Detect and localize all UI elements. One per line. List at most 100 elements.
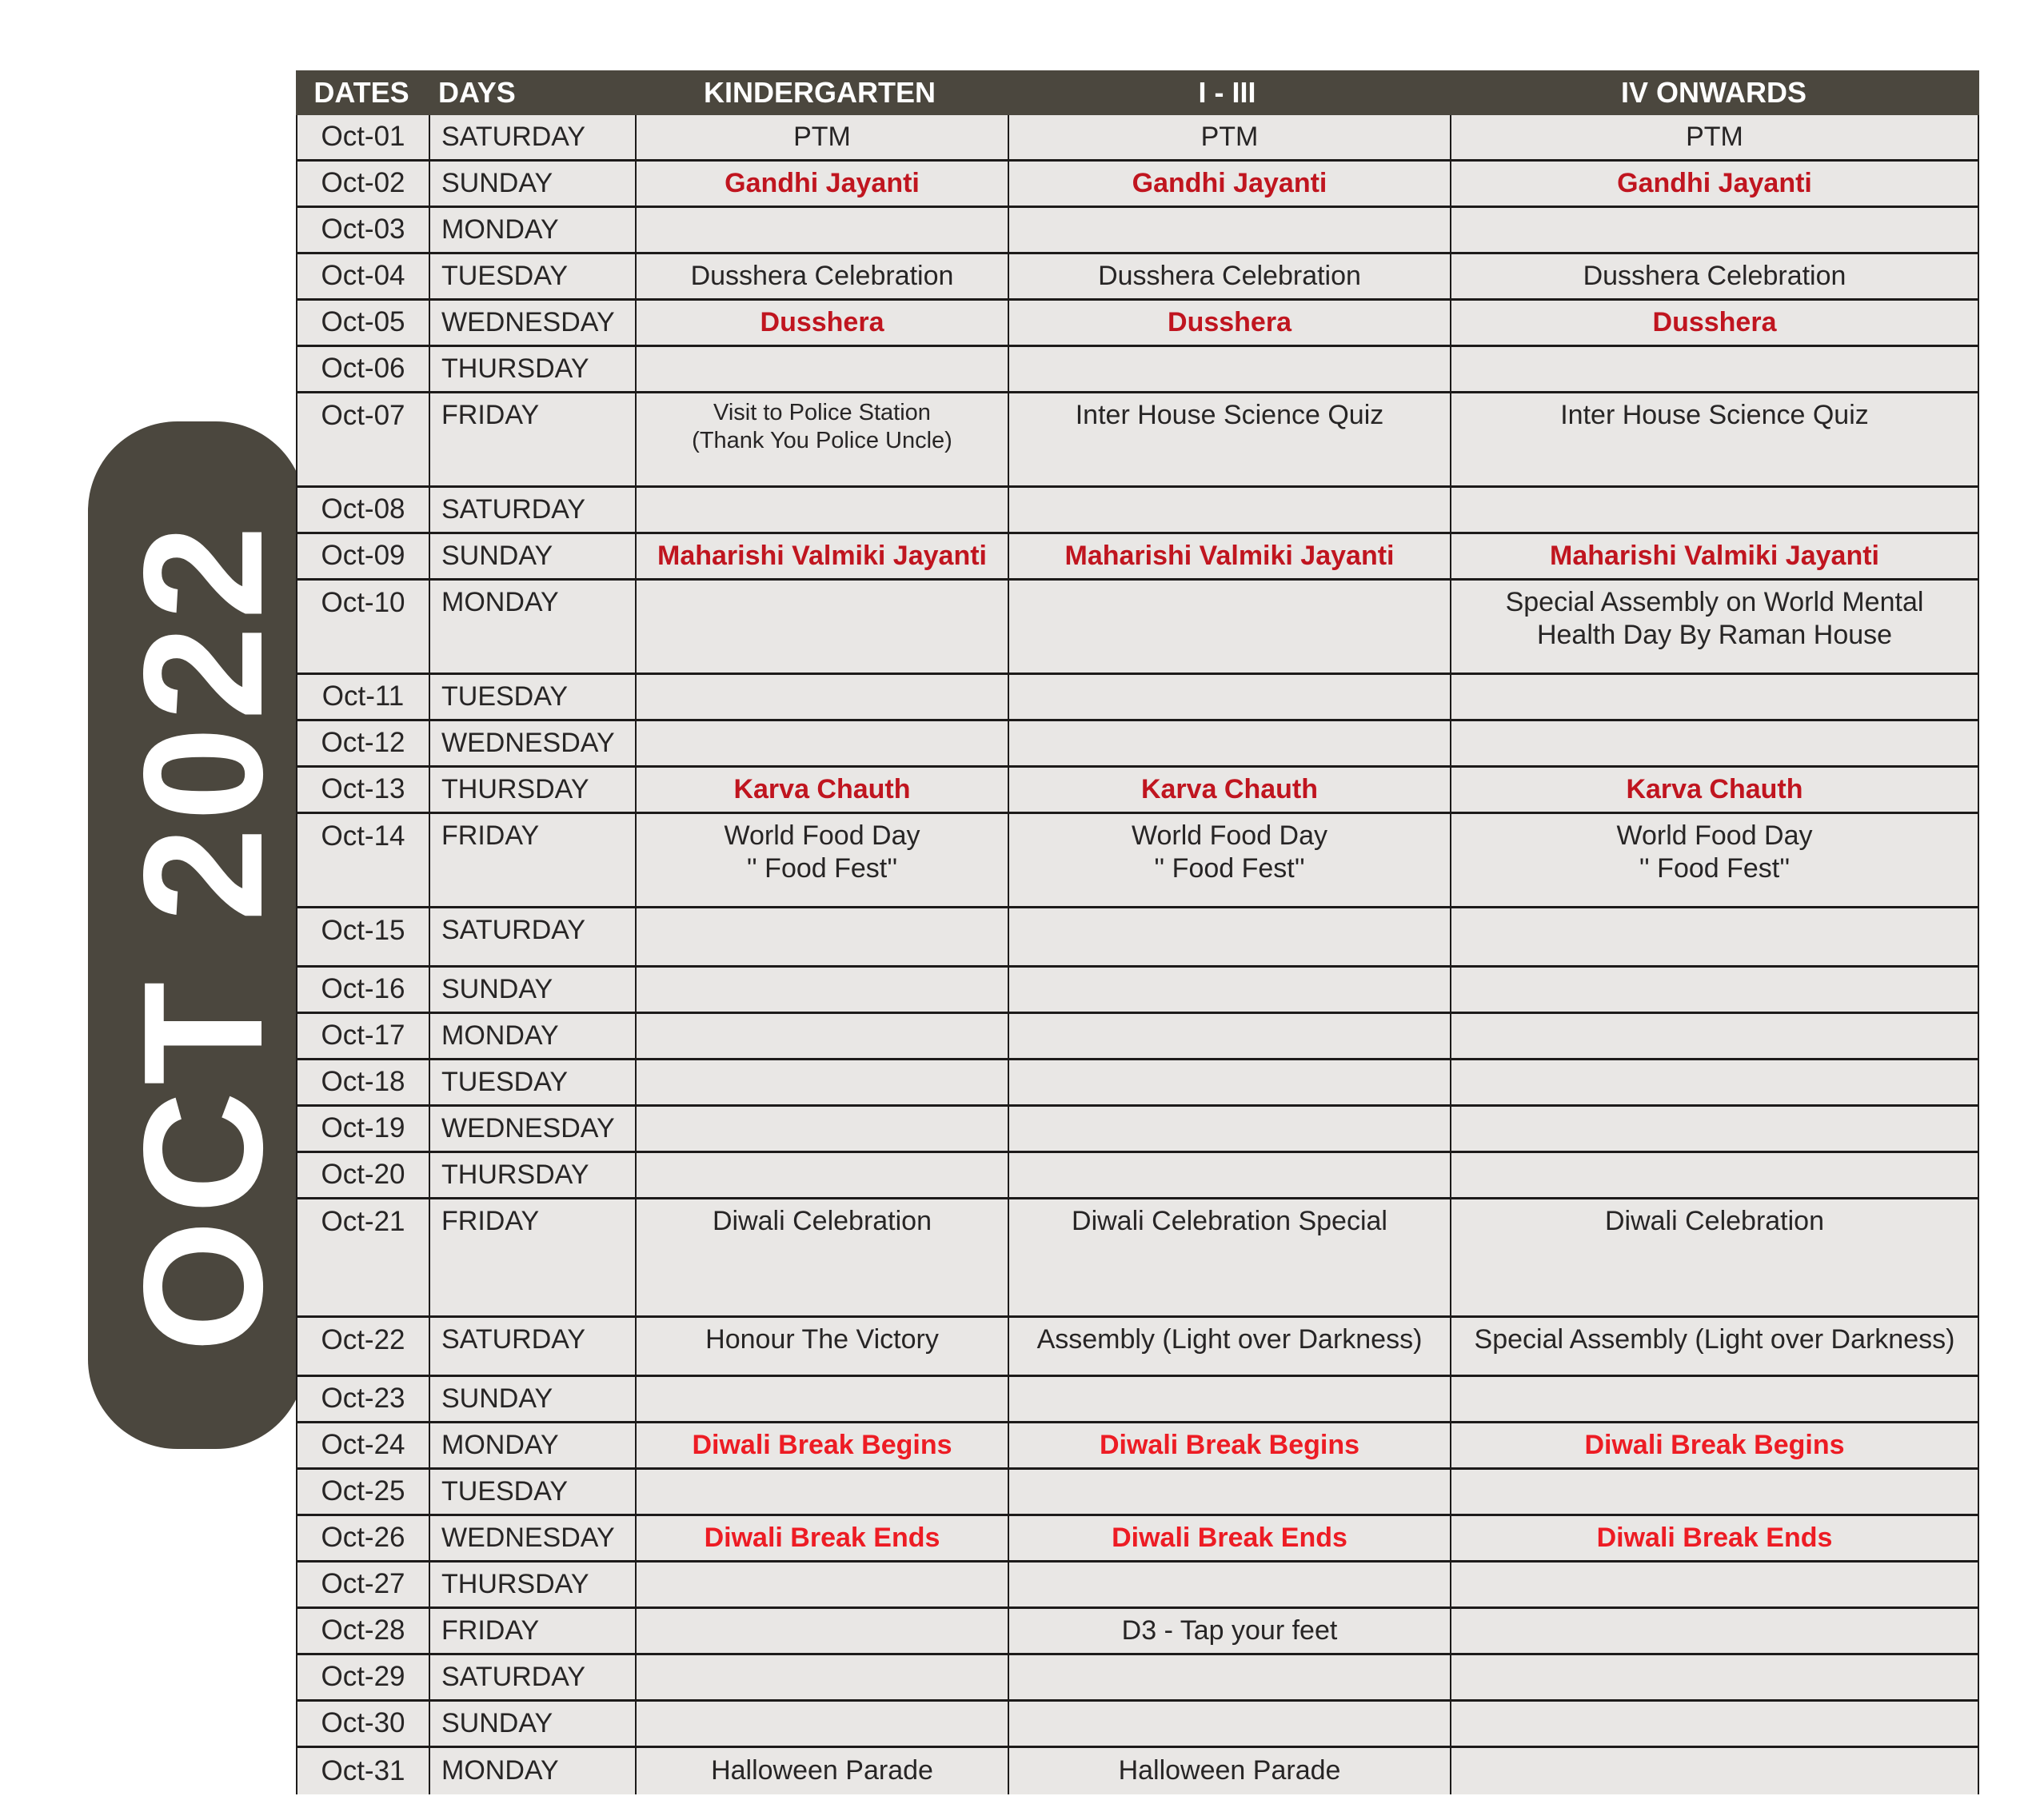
table-row: Oct-02 SUNDAY Gandhi Jayanti Gandhi Jayanti… bbox=[296, 162, 1979, 208]
date-cell: Oct-10 bbox=[321, 587, 405, 618]
date-cell: Oct-18 bbox=[321, 1066, 405, 1098]
table-row: Oct-31 MONDAY Halloween Parade Halloween Pa… bbox=[296, 1748, 1979, 1794]
event-cell: Gandhi Jayanti bbox=[635, 162, 1008, 206]
event-cell: Diwali Break Ends bbox=[1008, 1516, 1450, 1560]
day-cell: THURSDAY bbox=[429, 347, 635, 391]
day-cell: THURSDAY bbox=[429, 768, 635, 812]
event-cell: Dusshera bbox=[1450, 301, 1978, 345]
table-row: Oct-22 SATURDAY Honour The Victory Assembly… bbox=[296, 1318, 1979, 1377]
event-cell bbox=[1450, 1563, 1978, 1606]
day-cell: WEDNESDAY bbox=[429, 721, 635, 765]
date-cell: Oct-23 bbox=[321, 1383, 405, 1415]
event-cell: Assembly (Light over Darkness) bbox=[1008, 1318, 1450, 1375]
event-cell bbox=[1008, 488, 1450, 532]
event-cell: Inter House Science Quiz bbox=[1450, 393, 1978, 485]
event-cell bbox=[635, 1107, 1008, 1151]
event-cell: PTM bbox=[635, 115, 1008, 159]
table-row: Oct-12 WEDNESDAY bbox=[296, 721, 1979, 768]
day-cell: MONDAY bbox=[429, 1423, 635, 1467]
event-cell bbox=[1008, 1470, 1450, 1514]
day-cell: WEDNESDAY bbox=[429, 1107, 635, 1151]
event-cell bbox=[635, 1014, 1008, 1058]
event-cell bbox=[1450, 1377, 1978, 1421]
event-cell: Diwali Celebration Special bbox=[1008, 1199, 1450, 1315]
day-cell: WEDNESDAY bbox=[429, 301, 635, 345]
date-cell: Oct-26 bbox=[321, 1522, 405, 1554]
event-cell: Karva Chauth bbox=[1008, 768, 1450, 812]
date-cell: Oct-28 bbox=[321, 1614, 405, 1646]
day-cell: THURSDAY bbox=[429, 1563, 635, 1606]
table-header-row: DATES DAYS KINDERGARTEN I - III IV ONWAR… bbox=[296, 70, 1979, 115]
event-cell bbox=[1450, 488, 1978, 532]
event-cell: Maharishi Valmiki Jayanti bbox=[1008, 534, 1450, 578]
event-cell: Gandhi Jayanti bbox=[1450, 162, 1978, 206]
event-cell: Dusshera bbox=[635, 301, 1008, 345]
table-row: Oct-18 TUESDAY bbox=[296, 1060, 1979, 1107]
table-row: Oct-26 WEDNESDAY Diwali Break Ends Diwali B… bbox=[296, 1516, 1979, 1563]
table-row: Oct-14 FRIDAY World Food Day '' Food Fest'… bbox=[296, 814, 1979, 908]
event-cell bbox=[635, 581, 1008, 673]
day-cell: SUNDAY bbox=[429, 1702, 635, 1746]
event-cell bbox=[635, 347, 1008, 391]
table-row: Oct-24 MONDAY Diwali Break Begins Diwali Br… bbox=[296, 1423, 1979, 1470]
event-cell: Maharishi Valmiki Jayanti bbox=[635, 534, 1008, 578]
event-cell: Maharishi Valmiki Jayanti bbox=[1450, 534, 1978, 578]
date-cell: Oct-25 bbox=[321, 1475, 405, 1507]
event-cell bbox=[635, 1563, 1008, 1606]
event-cell bbox=[1450, 1655, 1978, 1699]
date-cell: Oct-27 bbox=[321, 1568, 405, 1600]
day-cell: SUNDAY bbox=[429, 534, 635, 578]
event-cell: Diwali Break Begins bbox=[635, 1423, 1008, 1467]
header-i-iii: I - III bbox=[1198, 76, 1256, 109]
date-cell: Oct-21 bbox=[321, 1206, 405, 1237]
table-row: Oct-07 FRIDAY Visit to Police Station (Tha… bbox=[296, 393, 1979, 488]
date-cell: Oct-01 bbox=[321, 121, 405, 153]
event-cell: Halloween Parade bbox=[635, 1748, 1008, 1794]
event-cell: Gandhi Jayanti bbox=[1008, 162, 1450, 206]
event-cell bbox=[635, 1470, 1008, 1514]
day-cell: TUESDAY bbox=[429, 254, 635, 298]
event-cell bbox=[1008, 1107, 1450, 1151]
event-cell bbox=[635, 675, 1008, 719]
event-cell bbox=[1008, 1655, 1450, 1699]
event-cell bbox=[635, 968, 1008, 1012]
day-cell: SUNDAY bbox=[429, 1377, 635, 1421]
event-cell bbox=[1450, 1609, 1978, 1653]
event-cell: Diwali Celebration bbox=[1450, 1199, 1978, 1315]
table-row: Oct-04 TUESDAY Dusshera Celebration Dussher… bbox=[296, 254, 1979, 301]
event-cell: Karva Chauth bbox=[635, 768, 1008, 812]
day-cell: MONDAY bbox=[429, 1748, 635, 1794]
event-cell: Dusshera Celebration bbox=[1008, 254, 1450, 298]
table-row: Oct-30 SUNDAY bbox=[296, 1702, 1979, 1748]
date-cell: Oct-31 bbox=[321, 1754, 405, 1786]
day-cell: SATURDAY bbox=[429, 1655, 635, 1699]
day-cell: MONDAY bbox=[429, 208, 635, 252]
event-cell bbox=[1450, 1153, 1978, 1197]
event-cell bbox=[1008, 968, 1450, 1012]
day-cell: SATURDAY bbox=[429, 115, 635, 159]
event-cell: PTM bbox=[1008, 115, 1450, 159]
event-cell: Dusshera Celebration bbox=[635, 254, 1008, 298]
day-cell: SUNDAY bbox=[429, 162, 635, 206]
date-cell: Oct-15 bbox=[321, 915, 405, 946]
event-cell bbox=[635, 1153, 1008, 1197]
table-row: Oct-19 WEDNESDAY bbox=[296, 1107, 1979, 1153]
day-cell: TUESDAY bbox=[429, 1060, 635, 1104]
event-cell: Inter House Science Quiz bbox=[1008, 393, 1450, 485]
month-badge-label: OCT 2022 bbox=[108, 518, 298, 1352]
table-row: Oct-29 SATURDAY bbox=[296, 1655, 1979, 1702]
date-cell: Oct-22 bbox=[321, 1324, 405, 1355]
date-cell: Oct-19 bbox=[321, 1112, 405, 1144]
table-row: Oct-16 SUNDAY bbox=[296, 968, 1979, 1014]
event-cell bbox=[635, 1377, 1008, 1421]
day-cell: MONDAY bbox=[429, 1014, 635, 1058]
event-cell: Diwali Break Begins bbox=[1008, 1423, 1450, 1467]
event-cell bbox=[1450, 1107, 1978, 1151]
day-cell: SATURDAY bbox=[429, 488, 635, 532]
event-cell bbox=[1450, 721, 1978, 765]
date-cell: Oct-05 bbox=[321, 306, 405, 338]
event-cell bbox=[635, 208, 1008, 252]
event-cell: Visit to Police Station (Thank You Polic… bbox=[635, 393, 1008, 485]
event-cell bbox=[635, 488, 1008, 532]
date-cell: Oct-04 bbox=[321, 260, 405, 292]
